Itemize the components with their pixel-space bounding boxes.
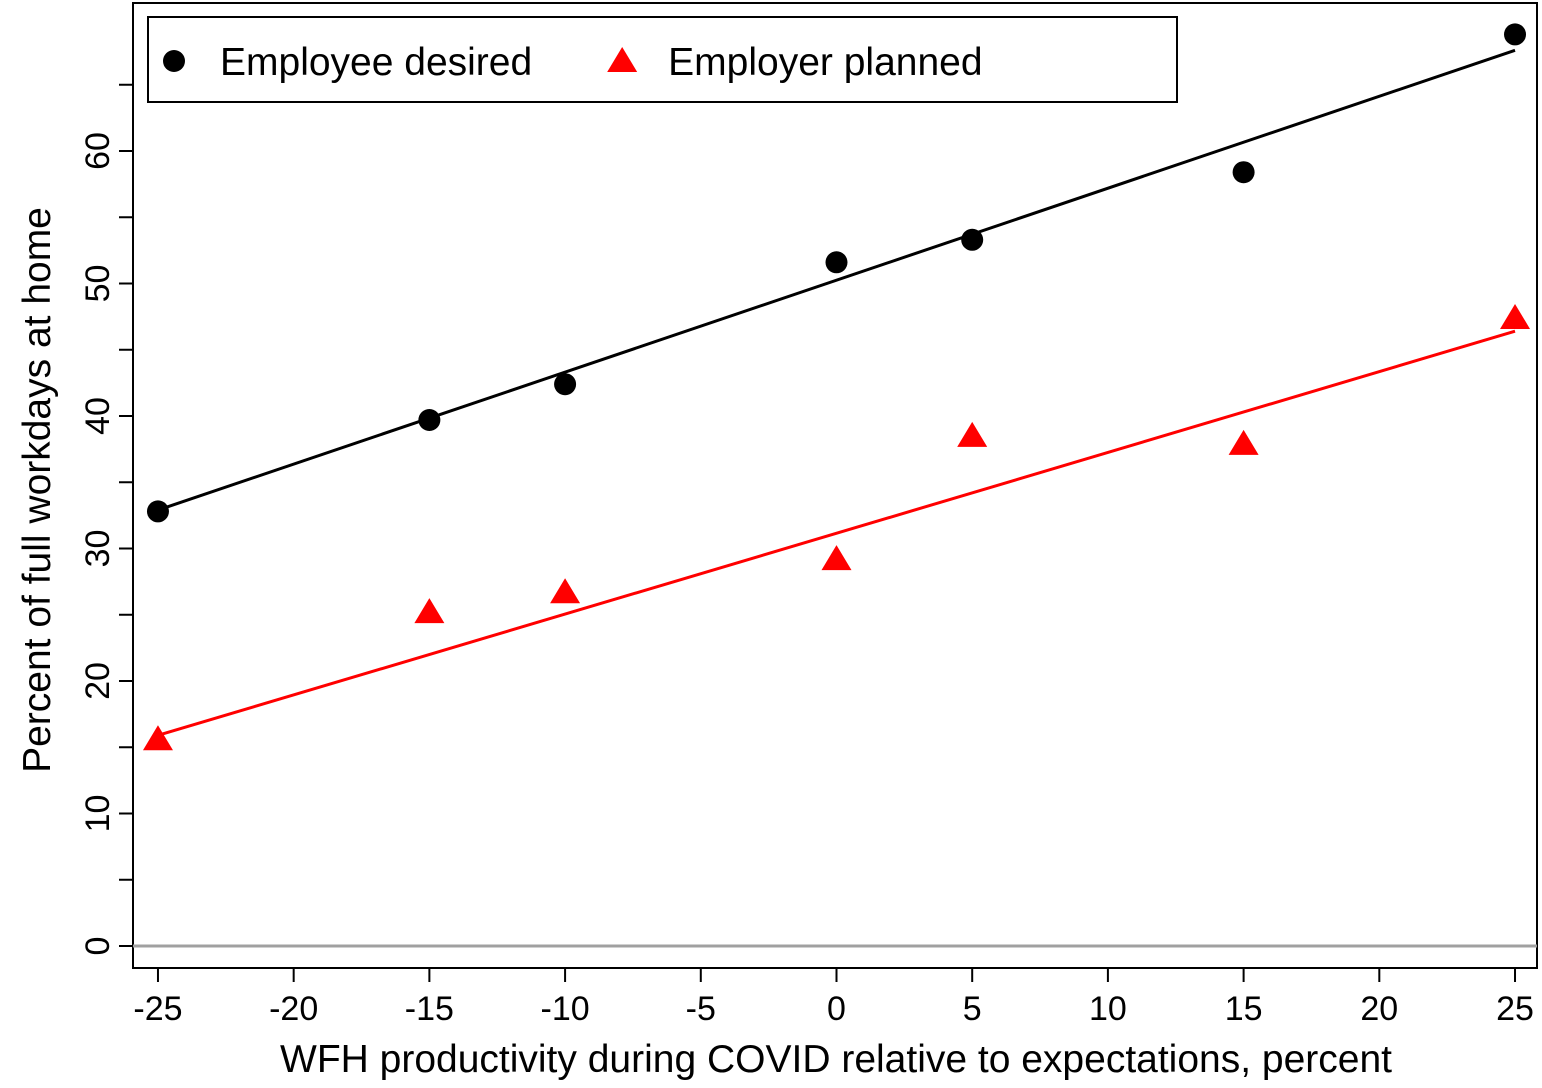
x-tick-label: 10: [1089, 990, 1127, 1028]
legend-marker: [163, 50, 185, 72]
x-tick-label: 5: [963, 990, 982, 1028]
legend-label: Employer planned: [668, 41, 982, 84]
x-tick-label: 0: [827, 990, 846, 1028]
y-tick-label: 40: [79, 397, 117, 435]
point: [1228, 429, 1259, 455]
y-tick-label: 30: [79, 530, 117, 568]
legend-label: Employee desired: [220, 41, 532, 84]
x-tick-label: -5: [686, 990, 716, 1028]
point: [550, 578, 581, 604]
x-tick-label: -20: [269, 990, 318, 1028]
x-tick-label: 20: [1360, 990, 1398, 1028]
fit-line: [157, 48, 1516, 512]
point: [825, 251, 848, 274]
y-tick-label: 0: [79, 937, 117, 956]
legend-box: [147, 16, 1178, 103]
point: [142, 725, 173, 751]
x-tick-label: 15: [1225, 990, 1263, 1028]
x-axis-label: WFH productivity during COVID relative t…: [280, 1038, 1392, 1081]
x-tick-label: 25: [1496, 990, 1534, 1028]
point: [957, 421, 988, 447]
plot-frame: [132, 2, 1538, 969]
point: [554, 373, 577, 396]
y-tick-label: 10: [79, 795, 117, 833]
point: [1232, 161, 1255, 184]
point: [1504, 23, 1527, 46]
x-tick-label: -25: [133, 990, 182, 1028]
legend-marker: [607, 47, 638, 72]
y-tick-label: 20: [79, 662, 117, 700]
point: [961, 228, 984, 251]
point: [1500, 303, 1531, 329]
fit-line: [157, 329, 1516, 737]
point: [414, 598, 445, 624]
point: [821, 545, 852, 571]
y-tick-label: 60: [79, 132, 117, 170]
y-axis-label: Percent of full workdays at home: [16, 207, 59, 773]
x-tick-label: -10: [541, 990, 590, 1028]
x-tick-label: -15: [405, 990, 454, 1028]
y-tick-label: 50: [79, 265, 117, 303]
point: [418, 408, 441, 431]
point: [146, 500, 169, 523]
